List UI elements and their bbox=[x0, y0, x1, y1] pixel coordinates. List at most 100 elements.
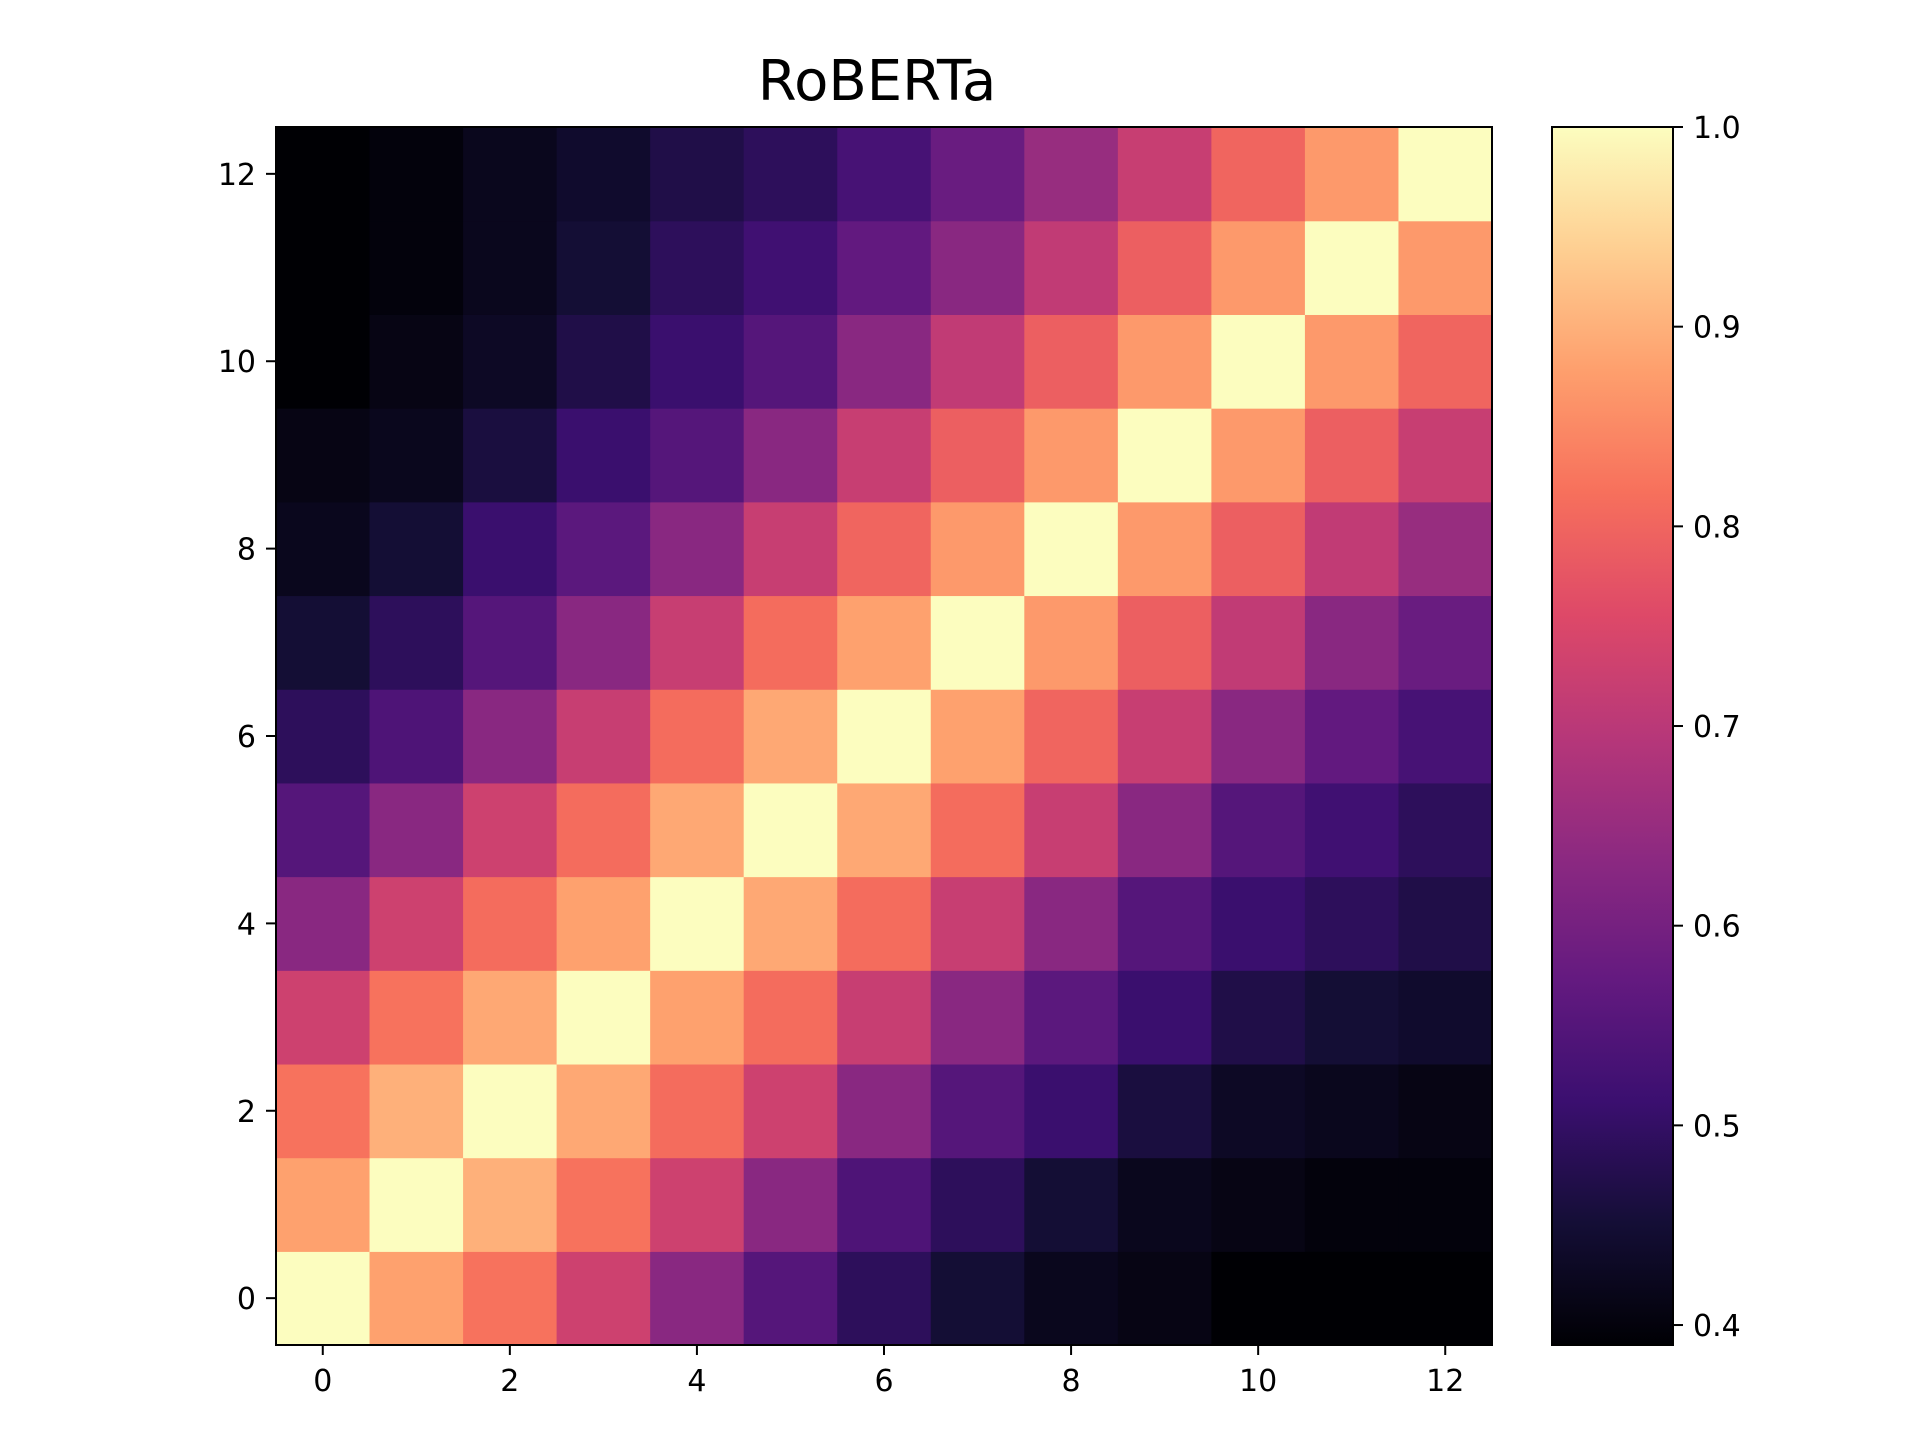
x-tick-label: 10 bbox=[1239, 1364, 1277, 1399]
heatmap-cell bbox=[556, 782, 651, 878]
heatmap-cell bbox=[369, 220, 464, 315]
colorbar-tick-label: 0.6 bbox=[1693, 910, 1741, 945]
heatmap-cell bbox=[369, 501, 464, 597]
heatmap-cell bbox=[743, 782, 838, 878]
heatmap-cell bbox=[837, 127, 932, 222]
heatmap-cell bbox=[369, 1063, 464, 1159]
heatmap-cell bbox=[1117, 314, 1212, 409]
heatmap-cell bbox=[650, 970, 745, 1065]
heatmap-cell bbox=[1398, 127, 1493, 222]
heatmap-cell bbox=[1304, 1157, 1400, 1252]
heatmap-cell bbox=[1304, 1063, 1400, 1159]
heatmap-cell bbox=[556, 595, 651, 690]
heatmap-cell bbox=[369, 970, 464, 1065]
heatmap-cell bbox=[556, 127, 651, 222]
heatmap-cell bbox=[1304, 595, 1400, 690]
heatmap-cell bbox=[1304, 501, 1400, 597]
heatmap-cell bbox=[1211, 1251, 1306, 1346]
heatmap-cell bbox=[650, 689, 745, 784]
heatmap-cell bbox=[650, 314, 745, 409]
heatmap-cell bbox=[276, 1063, 371, 1159]
heatmap-cell bbox=[743, 1063, 838, 1159]
heatmap-cell bbox=[276, 689, 371, 784]
heatmap-cell bbox=[1117, 408, 1212, 503]
colorbar-tick-label: 0.5 bbox=[1693, 1109, 1741, 1144]
heatmap-cell bbox=[1398, 782, 1493, 878]
heatmap-cell bbox=[837, 501, 932, 597]
heatmap-cell bbox=[1211, 314, 1306, 409]
heatmap-cell bbox=[743, 689, 838, 784]
heatmap-cell bbox=[1398, 876, 1493, 971]
heatmap-cell bbox=[650, 595, 745, 690]
heatmap-cell bbox=[369, 689, 464, 784]
heatmap-cell bbox=[369, 127, 464, 222]
heatmap-cell bbox=[1024, 689, 1119, 784]
heatmap-cell bbox=[1304, 782, 1400, 878]
heatmap-cell bbox=[1398, 1063, 1493, 1159]
heatmap-cell bbox=[1024, 595, 1119, 690]
heatmap-cell bbox=[463, 970, 558, 1065]
heatmap-cell bbox=[276, 127, 371, 222]
heatmap-cell bbox=[1024, 1251, 1119, 1346]
heatmap-cell bbox=[837, 782, 932, 878]
heatmap-cell bbox=[463, 595, 558, 690]
heatmap-cells bbox=[276, 127, 1493, 1346]
heatmap-cell bbox=[556, 970, 651, 1065]
heatmap-cell bbox=[837, 970, 932, 1065]
heatmap-cell bbox=[1398, 408, 1493, 503]
heatmap-cell bbox=[1211, 876, 1306, 971]
heatmap-cell bbox=[743, 1251, 838, 1346]
heatmap-cell bbox=[930, 782, 1025, 878]
heatmap-cell bbox=[276, 314, 371, 409]
heatmap-cell bbox=[1398, 970, 1493, 1065]
heatmap-cell bbox=[463, 220, 558, 315]
heatmap-cell bbox=[276, 501, 371, 597]
heatmap-cell bbox=[1211, 970, 1306, 1065]
x-tick-label: 8 bbox=[1062, 1364, 1081, 1399]
heatmap-cell bbox=[463, 876, 558, 971]
heatmap-cell bbox=[1117, 1063, 1212, 1159]
heatmap-cell bbox=[1398, 1251, 1493, 1346]
heatmap-cell bbox=[930, 970, 1025, 1065]
heatmap-cell bbox=[1211, 782, 1306, 878]
heatmap-cell bbox=[837, 220, 932, 315]
heatmap-cell bbox=[837, 314, 932, 409]
heatmap-cell bbox=[1398, 314, 1493, 409]
heatmap-cell bbox=[556, 1251, 651, 1346]
heatmap-cell bbox=[1117, 595, 1212, 690]
x-tick-label: 6 bbox=[874, 1364, 893, 1399]
heatmap-cell bbox=[1117, 876, 1212, 971]
heatmap-cell bbox=[650, 876, 745, 971]
heatmap-cell bbox=[650, 220, 745, 315]
heatmap-cell bbox=[1398, 595, 1493, 690]
heatmap-cell bbox=[463, 127, 558, 222]
heatmap-cell bbox=[1024, 782, 1119, 878]
y-tick-label: 6 bbox=[237, 720, 256, 755]
heatmap-cell bbox=[1304, 689, 1400, 784]
heatmap-cell bbox=[837, 595, 932, 690]
heatmap-cell bbox=[650, 782, 745, 878]
heatmap-cell bbox=[930, 1063, 1025, 1159]
heatmap-cell bbox=[1211, 127, 1306, 222]
heatmap-cell bbox=[930, 501, 1025, 597]
heatmap-cell bbox=[369, 876, 464, 971]
y-tick-label: 10 bbox=[218, 345, 256, 380]
heatmap-cell bbox=[1211, 1063, 1306, 1159]
heatmap-cell bbox=[1211, 689, 1306, 784]
y-axis: 0 2 4 6 8 10 12 bbox=[218, 158, 276, 1317]
heatmap-cell bbox=[1117, 127, 1212, 222]
heatmap-cell bbox=[1117, 1157, 1212, 1252]
heatmap-cell bbox=[556, 1157, 651, 1252]
heatmap-cell bbox=[650, 1251, 745, 1346]
heatmap-cell bbox=[1117, 1251, 1212, 1346]
heatmap-cell bbox=[463, 408, 558, 503]
heatmap-cell bbox=[837, 876, 932, 971]
heatmap-cell bbox=[369, 595, 464, 690]
heatmap-cell bbox=[1304, 1251, 1400, 1346]
heatmap-cell bbox=[743, 595, 838, 690]
heatmap-cell bbox=[837, 1251, 932, 1346]
x-axis: 0 2 4 6 8 10 12 bbox=[313, 1345, 1464, 1399]
heatmap-cell bbox=[276, 220, 371, 315]
heatmap-cell bbox=[369, 782, 464, 878]
heatmap-cell bbox=[276, 876, 371, 971]
